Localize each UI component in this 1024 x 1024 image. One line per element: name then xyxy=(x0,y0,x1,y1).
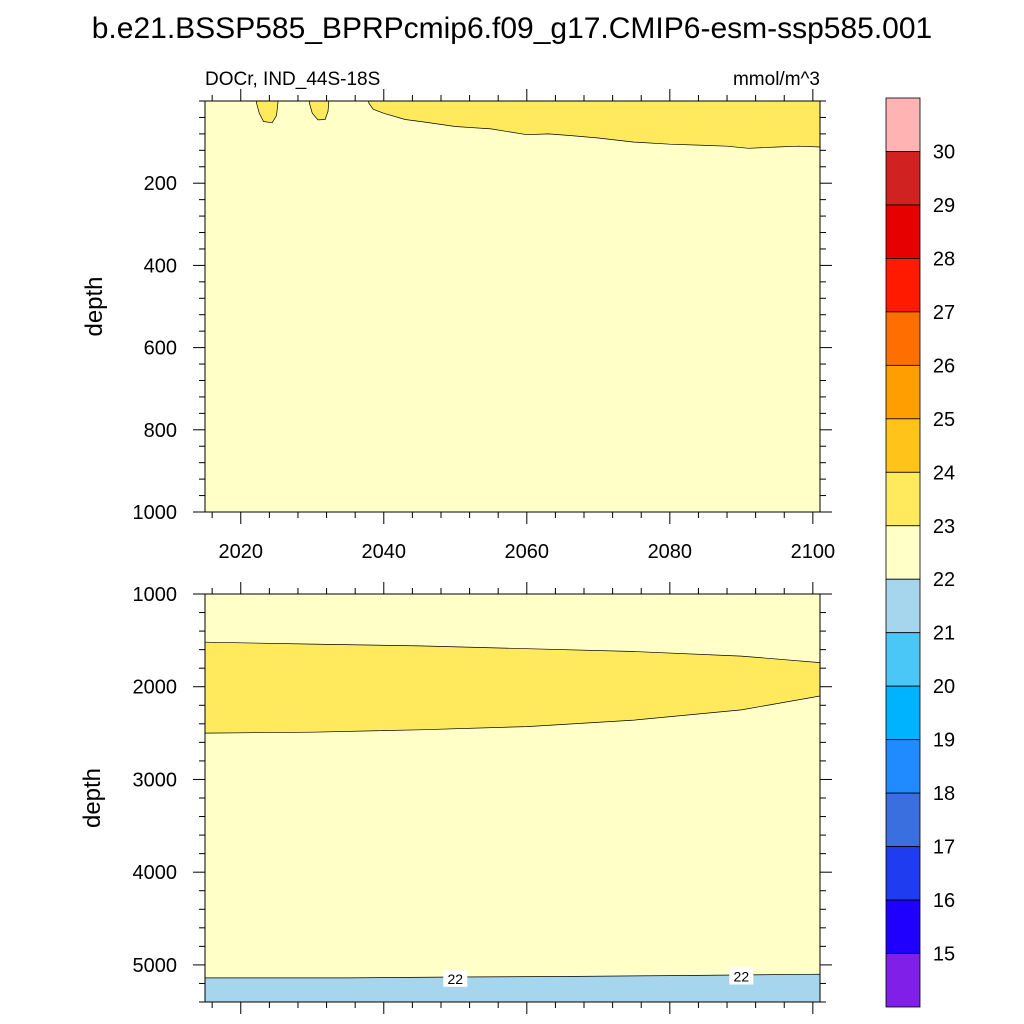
contour-region-21-22 xyxy=(205,973,820,1002)
y-tick-label: 5000 xyxy=(133,955,178,977)
background-fill xyxy=(205,101,820,512)
upper-panel: 200 400 600 800 1000 depth 2020 2040 2060 2080 210… xyxy=(81,89,835,563)
y-tick-label: 1000 xyxy=(133,502,178,524)
x-tick-label: 2020 xyxy=(219,541,264,563)
y-axis-label: depth xyxy=(81,276,108,336)
colorbar-label: 30 xyxy=(933,141,955,163)
contour-region-23-24 xyxy=(256,101,279,124)
colorbar-swatch xyxy=(885,578,921,634)
y-tick-label: 4000 xyxy=(133,862,178,884)
colorbar-label: 23 xyxy=(933,516,955,538)
contour-label: 22 xyxy=(734,969,750,985)
colorbar-swatch xyxy=(885,685,921,741)
colorbar-swatch xyxy=(885,471,921,527)
colorbar-label: 25 xyxy=(933,409,955,431)
contour-label-bg xyxy=(443,969,468,987)
colorbar-swatch xyxy=(885,418,921,473)
contour-region-23-24 xyxy=(309,101,330,121)
colorbar-swatch xyxy=(885,151,921,206)
colorbar-swatch xyxy=(885,899,921,954)
subtitle-left: DOCr, IND_44S-18S xyxy=(205,69,380,90)
colorbar-label: 20 xyxy=(933,676,955,698)
colorbar-swatch xyxy=(885,792,921,847)
y-tick-label: 600 xyxy=(144,338,177,360)
figure-title: b.e21.BSSP585_BPRPcmip6.f09_g17.CMIP6-es… xyxy=(92,12,932,45)
colorbar-label: 28 xyxy=(933,248,955,270)
colorbar-label: 15 xyxy=(933,944,955,966)
colorbar-label: 22 xyxy=(933,569,955,591)
y-tick-label: 800 xyxy=(144,420,177,442)
colorbar-label: 26 xyxy=(933,355,955,377)
y-tick-label: 200 xyxy=(144,173,177,195)
colorbar-swatch xyxy=(885,364,921,420)
x-tick-label: 2060 xyxy=(505,541,550,563)
colorbar-label: 21 xyxy=(933,623,955,645)
y-tick-label: 1000 xyxy=(133,584,178,606)
colorbar-swatch xyxy=(885,525,921,580)
x-tick-label: 2100 xyxy=(791,541,836,563)
colorbar-swatch xyxy=(885,846,921,901)
x-tick-label: 2040 xyxy=(362,541,407,563)
contour-region-23-24 xyxy=(368,101,820,149)
y-axis-label: depth xyxy=(79,768,106,828)
colorbar-label: 16 xyxy=(933,890,955,912)
colorbar-swatch xyxy=(885,97,921,152)
colorbar-label: 18 xyxy=(933,783,955,805)
colorbar-label: 27 xyxy=(933,302,955,324)
colorbar-label: 24 xyxy=(933,462,955,484)
lower-panel: 22 22 1000 2000 3000 4000 5000 depth xyxy=(79,582,832,1014)
colorbar-swatch xyxy=(885,258,921,313)
colorbar: 15 16 17 18 19 20 21 22 23 24 25 26 27 28 29 30 xyxy=(885,97,955,1008)
contour-label: 22 xyxy=(448,971,464,987)
y-tick-label: 400 xyxy=(144,255,177,277)
colorbar-swatch xyxy=(885,311,921,366)
colorbar-swatch xyxy=(885,632,921,687)
subtitle-units: mmol/m^3 xyxy=(733,69,820,90)
x-tick-label: 2080 xyxy=(648,541,693,563)
contour-label-bg xyxy=(729,967,754,985)
colorbar-swatch xyxy=(885,739,921,794)
colorbar-label: 17 xyxy=(933,837,955,859)
y-tick-label: 2000 xyxy=(133,677,178,699)
colorbar-swatch xyxy=(885,204,921,259)
plot-frame xyxy=(204,100,821,513)
colorbar-swatch xyxy=(885,953,921,1008)
y-tick-label: 3000 xyxy=(133,769,178,791)
colorbar-label: 19 xyxy=(933,730,955,752)
contour-region-23-24 xyxy=(205,641,820,734)
colorbar-label: 29 xyxy=(933,195,955,217)
